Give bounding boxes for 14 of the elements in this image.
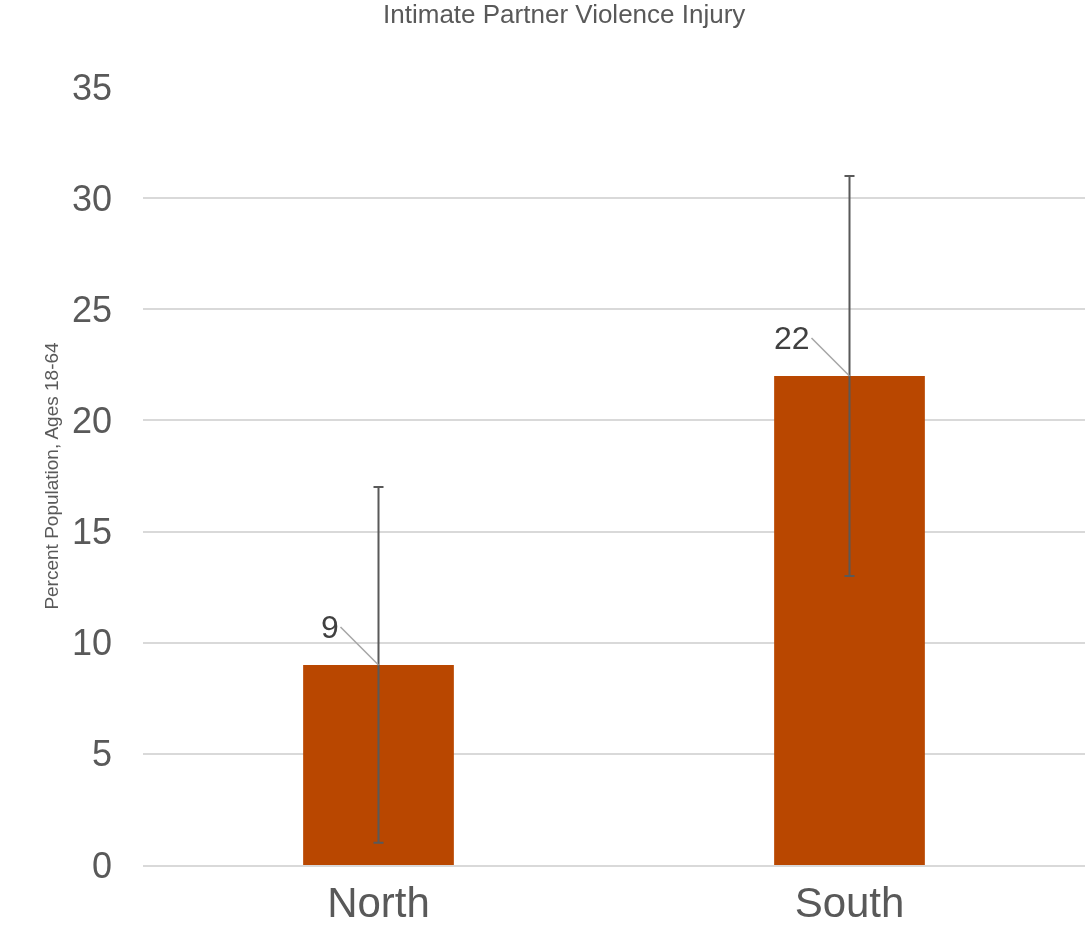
y-tick-label: 25 [71,288,112,330]
y-tick-label: 15 [71,511,112,553]
data-label: 9 [321,609,339,645]
y-tick-label: 35 [71,66,112,108]
x-tick-label: South [794,879,905,927]
y-tick-label: 30 [71,177,112,219]
y-tick-label: 20 [71,400,112,442]
data-label: 22 [774,320,810,356]
y-tick-label: 0 [91,844,112,886]
y-tick-label: 5 [91,733,112,775]
y-tick-label: 10 [71,622,112,664]
y-axis-title: Percent Population, Ages 18-64 [40,341,62,610]
chart-title: Intimate Partner Violence Injury [383,0,746,29]
x-tick-label: North [327,879,430,927]
